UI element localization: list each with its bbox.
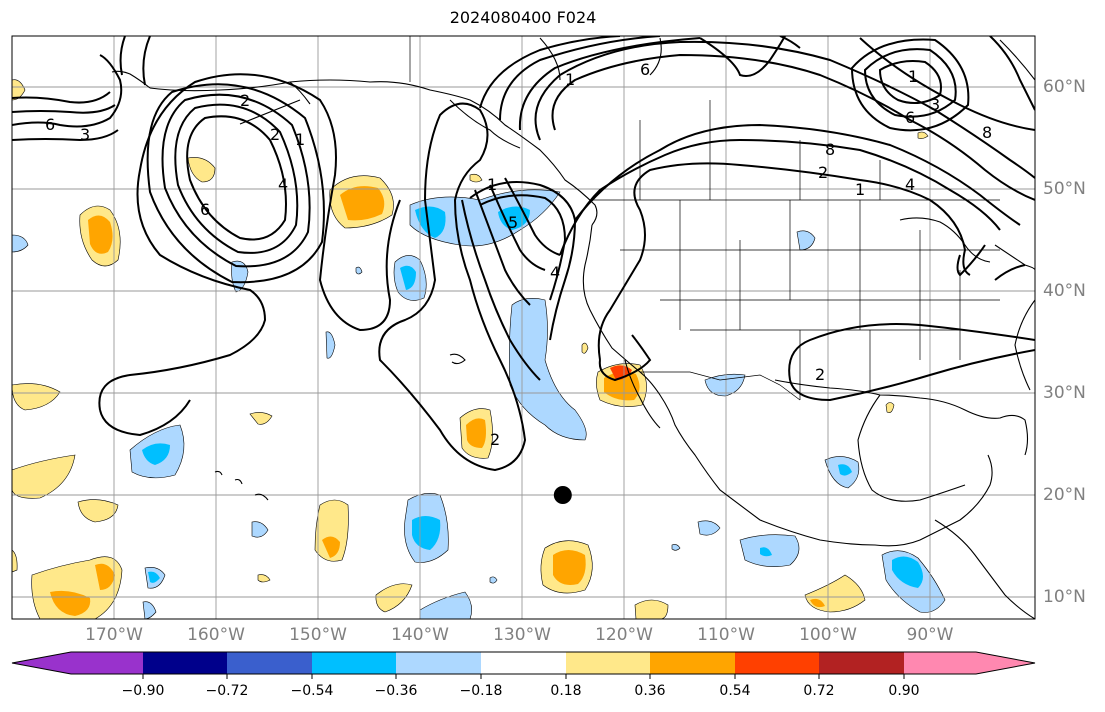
contour-label: 1: [908, 67, 918, 86]
colorbar-bin: [143, 652, 227, 674]
contour-label: 1: [487, 175, 497, 194]
contour-label: 4: [278, 175, 288, 194]
colorbar-bin: [735, 652, 819, 674]
contour-label: 4: [550, 263, 560, 282]
colorbar-tick-label: 0.18: [550, 683, 582, 699]
colorbar-extend-min: [12, 652, 71, 674]
positive-anomaly-shading: [12, 79, 929, 619]
contour-label: 6: [200, 200, 210, 219]
lon-label: 110°W: [697, 625, 755, 645]
contour-labels: 6 3 2 1 4 6 1 5 4 2 6 8 2 1 4 1 3 6 8 1 …: [45, 60, 992, 449]
colorbar-bin: [312, 652, 396, 674]
map-title: 2024080400 F024: [449, 8, 597, 27]
contour-label: 8: [825, 140, 835, 159]
colorbar: [11, 651, 1036, 679]
lon-label: 130°W: [493, 625, 551, 645]
contour-label: 2: [240, 91, 250, 110]
contour-label: 5: [508, 213, 518, 232]
contour-label: 6: [45, 115, 55, 134]
colorbar-tick-label: −0.54: [290, 683, 334, 699]
lon-label: 90°W: [906, 625, 954, 645]
colorbar-bin: [481, 652, 566, 674]
lon-label: 140°W: [391, 625, 449, 645]
colorbar-bin: [819, 652, 904, 674]
contour-lines: [12, 36, 1035, 472]
colorbar-bin: [650, 652, 735, 674]
contour-label: 2: [815, 365, 825, 384]
lon-label: 160°W: [187, 625, 245, 645]
contour-label: 2: [818, 163, 828, 182]
lon-label: 100°W: [799, 625, 857, 645]
lat-label: 30°N: [1043, 383, 1086, 403]
colorbar-tick-label: 0.54: [719, 683, 751, 699]
lat-label: 60°N: [1043, 77, 1086, 97]
map-frame: [11, 35, 1036, 620]
contour-label: 6: [905, 108, 915, 127]
contour-label: 1: [565, 70, 575, 89]
map-gridlines: [12, 36, 1035, 619]
colorbar-bin: [71, 652, 143, 674]
contour-label: 2: [270, 125, 280, 144]
lat-label: 20°N: [1043, 485, 1086, 505]
colorbar-tick-label: −0.72: [205, 683, 249, 699]
colorbar-bin: [396, 652, 481, 674]
colorbar-bin: [566, 652, 650, 674]
colorbar-tick-label: 0.90: [888, 683, 920, 699]
lat-label: 50°N: [1043, 179, 1086, 199]
contour-label: 1: [295, 130, 305, 149]
contour-label: 6: [640, 60, 650, 79]
map-area: 6 3 2 1 4 6 1 5 4 2 6 8 2 1 4 1 3 6 8 1 …: [12, 36, 1035, 619]
negative-anomaly-shading: [12, 189, 946, 619]
contour-label: 1: [855, 180, 865, 199]
colorbar-tick-label: −0.18: [459, 683, 503, 699]
colorbar-tick-label: 0.72: [803, 683, 835, 699]
lon-label: 170°W: [85, 625, 143, 645]
colorbar-bin: [227, 652, 312, 674]
storm-marker: [553, 486, 572, 504]
colorbar-tick-label: 0.36: [634, 683, 666, 699]
colorbar-bin: [904, 652, 976, 674]
colorbar-tick-label: −0.90: [121, 683, 165, 699]
contour-label: 2: [490, 430, 500, 449]
contour-label: 4: [905, 175, 915, 194]
colorbar-tick-label: −0.36: [374, 683, 418, 699]
colorbar-outline: [11, 651, 1036, 675]
contour-label: 3: [930, 95, 940, 114]
lon-label: 120°W: [595, 625, 653, 645]
colorbar-extend-max: [976, 652, 1035, 674]
lat-label: 40°N: [1043, 281, 1086, 301]
contour-label: 8: [982, 123, 992, 142]
lat-label: 10°N: [1043, 587, 1086, 607]
contour-label: 3: [80, 125, 90, 144]
lon-label: 150°W: [289, 625, 347, 645]
